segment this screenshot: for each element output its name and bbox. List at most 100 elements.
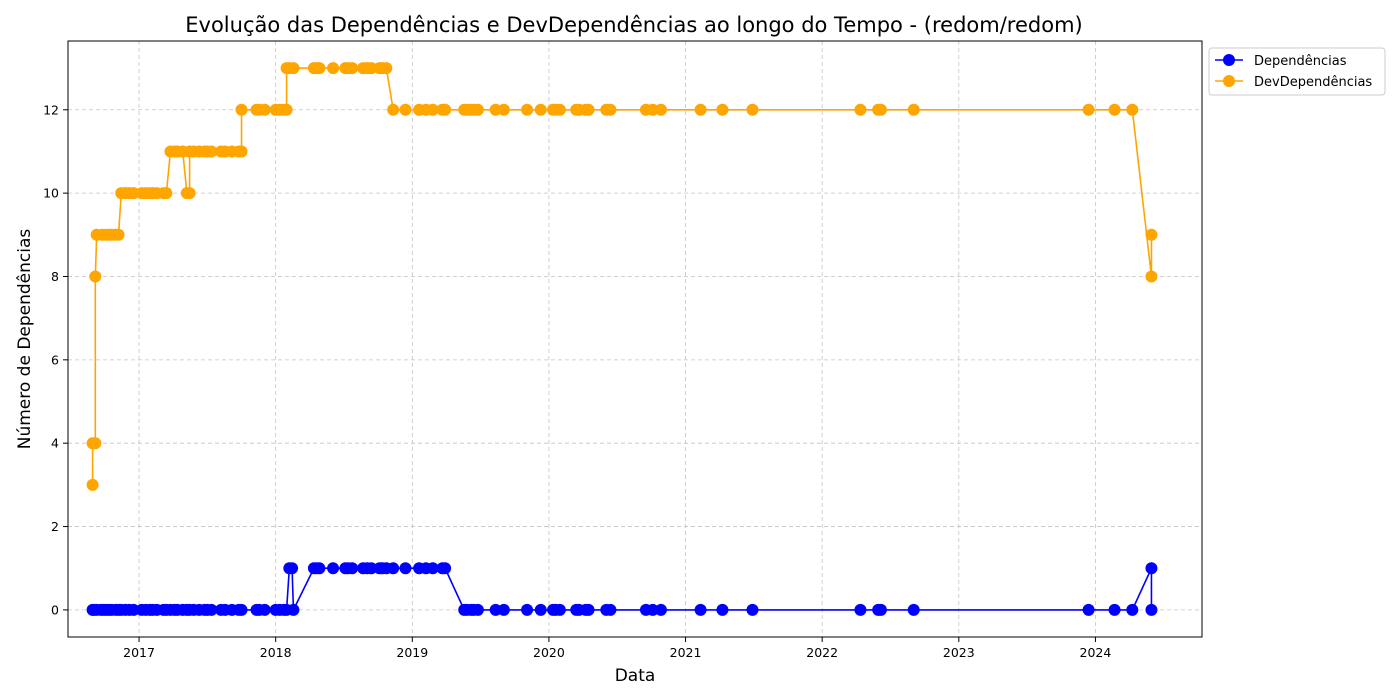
data-point — [1145, 270, 1158, 283]
data-point — [746, 603, 759, 616]
x-tick-label: 2018 — [260, 645, 292, 660]
data-point — [426, 562, 439, 575]
data-point — [346, 62, 359, 75]
y-axis-label: Número de Dependências — [15, 229, 35, 450]
data-point — [582, 103, 595, 116]
data-point — [235, 145, 248, 158]
data-point — [534, 603, 547, 616]
legend-label-dependencias: Dependências — [1254, 54, 1347, 69]
data-point — [235, 603, 248, 616]
data-point — [716, 103, 729, 116]
data-point — [286, 562, 299, 575]
x-tick-label: 2017 — [123, 645, 155, 660]
x-tick-label: 2023 — [943, 645, 975, 660]
data-point — [874, 603, 887, 616]
data-point — [1108, 103, 1121, 116]
data-point — [1126, 103, 1139, 116]
data-point — [327, 562, 340, 575]
data-point — [646, 103, 659, 116]
data-point — [553, 603, 566, 616]
data-point — [907, 103, 920, 116]
data-point — [854, 603, 867, 616]
data-point — [313, 562, 326, 575]
legend-marker-devdependencias — [1223, 75, 1235, 87]
data-point — [205, 603, 218, 616]
data-point — [399, 562, 412, 575]
data-point — [365, 62, 378, 75]
x-tick-label: 2021 — [670, 645, 702, 660]
data-point — [280, 103, 293, 116]
series-layer — [86, 62, 1158, 616]
data-point — [553, 103, 566, 116]
data-point — [346, 562, 359, 575]
data-point — [1145, 562, 1158, 575]
data-point — [582, 603, 595, 616]
legend-box — [1208, 47, 1386, 96]
data-point — [439, 562, 452, 575]
data-point — [89, 437, 102, 450]
y-tick-label: 12 — [43, 102, 59, 117]
series-dependencias — [86, 562, 1158, 616]
data-point — [439, 103, 452, 116]
series-line — [92, 567, 1153, 611]
data-point — [313, 62, 326, 75]
x-tick-label: 2019 — [396, 645, 428, 660]
data-point — [287, 62, 300, 75]
data-point — [127, 603, 140, 616]
data-point — [646, 603, 659, 616]
data-point — [604, 603, 617, 616]
data-point — [1082, 103, 1095, 116]
legend-label-devdependencias: DevDependências — [1254, 75, 1372, 90]
data-point — [854, 103, 867, 116]
data-point — [694, 603, 707, 616]
data-point — [1126, 603, 1139, 616]
data-point — [654, 103, 667, 116]
data-point — [387, 103, 400, 116]
y-tick-label: 6 — [51, 352, 59, 367]
data-point — [258, 603, 271, 616]
legend-marker-dependencias — [1223, 54, 1235, 66]
data-point — [89, 270, 102, 283]
series-devdependencias — [86, 62, 1158, 491]
data-point — [694, 103, 707, 116]
x-tick-label: 2020 — [533, 645, 565, 660]
data-point — [1108, 603, 1121, 616]
data-point — [471, 103, 484, 116]
y-tick-label: 2 — [51, 519, 59, 534]
data-point — [907, 603, 920, 616]
data-point — [380, 62, 393, 75]
data-point — [1145, 603, 1158, 616]
data-point — [497, 103, 510, 116]
data-point — [399, 103, 412, 116]
data-point — [1082, 603, 1095, 616]
plot-frame — [67, 40, 1203, 638]
data-point — [874, 103, 887, 116]
axis-ticks: 2017 2018 2019 2020 2021 2022 2023 2024 0 2 4 6 8 10 1… — [43, 102, 1111, 660]
data-point — [112, 228, 125, 241]
data-point — [521, 603, 534, 616]
grid — [68, 41, 1202, 637]
data-point — [746, 103, 759, 116]
data-point — [426, 103, 439, 116]
data-point — [654, 603, 667, 616]
chart-title: Evolução das Dependências e DevDependênc… — [185, 13, 1082, 37]
y-tick-label: 0 — [51, 602, 59, 617]
data-point — [287, 603, 300, 616]
data-point — [365, 562, 378, 575]
data-point — [489, 603, 502, 616]
data-point — [716, 603, 729, 616]
legend: Dependências DevDependências — [1208, 47, 1386, 96]
data-point — [489, 103, 502, 116]
data-point — [86, 478, 99, 491]
y-tick-label: 8 — [51, 269, 59, 284]
data-point — [387, 562, 400, 575]
x-axis-label: Data — [615, 666, 656, 686]
data-point — [497, 603, 510, 616]
data-point — [258, 103, 271, 116]
data-point — [1145, 228, 1158, 241]
y-tick-label: 10 — [43, 186, 59, 201]
data-point — [183, 187, 196, 200]
data-point — [235, 103, 248, 116]
data-point — [471, 603, 484, 616]
